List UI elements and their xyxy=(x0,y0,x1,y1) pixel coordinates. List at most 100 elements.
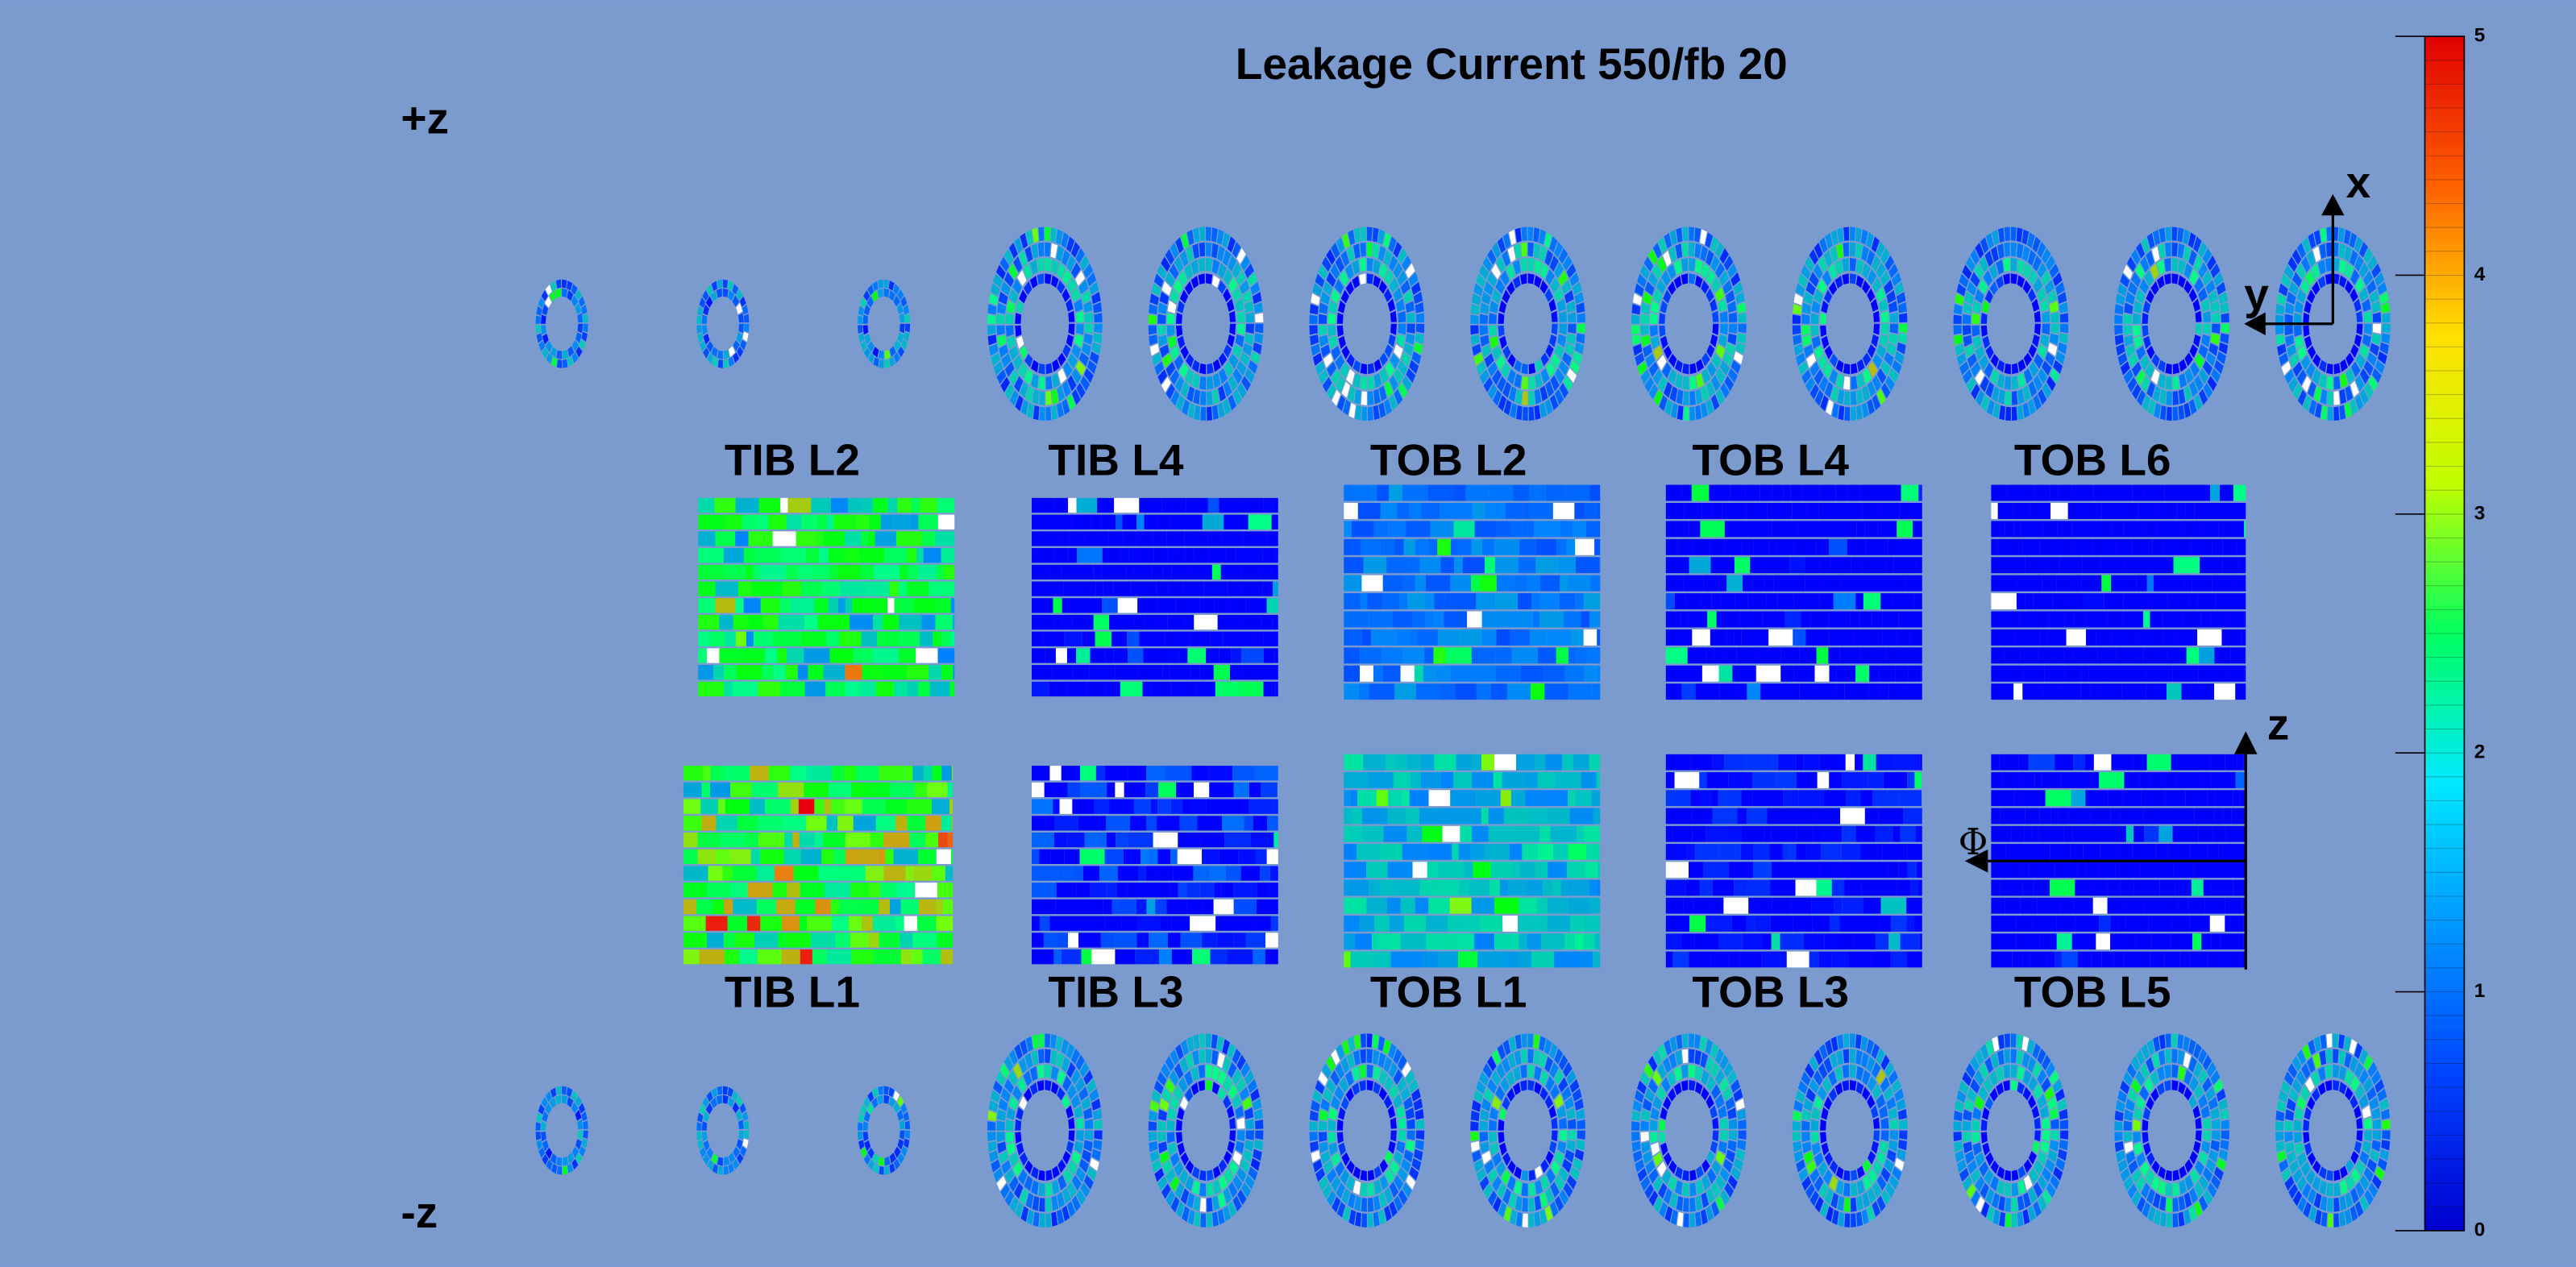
disk-module xyxy=(2158,227,2166,243)
disk-module xyxy=(1661,1076,1671,1093)
disk-module xyxy=(1388,1061,1398,1078)
disk-module xyxy=(1562,1158,1573,1174)
barrel-module xyxy=(700,799,718,814)
barrel-module xyxy=(936,916,954,931)
barrel-module xyxy=(1574,502,1585,519)
barrel-module xyxy=(1039,849,1051,864)
barrel-module xyxy=(1240,581,1263,596)
disk-module xyxy=(878,1086,883,1095)
disk-module xyxy=(1570,1166,1580,1181)
disk-module xyxy=(1673,1082,1682,1095)
disk-module xyxy=(1830,246,1839,263)
barrel-module xyxy=(2090,808,2111,825)
disk-module xyxy=(1633,1150,1643,1163)
barrel-module xyxy=(925,816,941,831)
disk-module xyxy=(1801,1120,1810,1131)
barrel-module xyxy=(844,531,862,546)
barrel-module xyxy=(1105,766,1128,781)
barrel-module xyxy=(719,648,741,663)
barrel-module xyxy=(1427,484,1453,501)
disk-module xyxy=(1327,361,1337,377)
disk-module xyxy=(1227,1043,1236,1060)
disk-module xyxy=(1876,241,1885,258)
disk-module xyxy=(1508,386,1517,402)
disk-module xyxy=(1240,255,1251,271)
disk-module xyxy=(1161,1087,1172,1103)
disk-module xyxy=(727,280,733,291)
disk-module xyxy=(1353,1034,1361,1049)
disk-module xyxy=(1637,273,1647,288)
disk-module xyxy=(1514,227,1522,243)
disk-module xyxy=(1498,300,1507,314)
disk-module xyxy=(1710,1061,1720,1078)
disk-module xyxy=(1544,1056,1553,1073)
barrel-module xyxy=(1162,665,1170,680)
disk-module xyxy=(2034,1160,2044,1176)
disk-module xyxy=(571,1090,578,1102)
barrel-module xyxy=(1078,933,1101,948)
barrel-module xyxy=(1145,866,1157,881)
barrel-module xyxy=(2200,611,2212,628)
disk-module xyxy=(536,305,542,316)
disk-module xyxy=(1559,1167,1568,1183)
disk-module xyxy=(1710,255,1720,272)
barrel-module xyxy=(1162,564,1172,580)
disk-module xyxy=(1669,230,1677,246)
barrel-module xyxy=(1836,683,1845,700)
barrel-module xyxy=(847,497,863,513)
disk-module xyxy=(1510,402,1517,419)
disk-module xyxy=(1879,1105,1888,1119)
disk-module xyxy=(1005,1120,1014,1131)
disk-module xyxy=(1500,270,1510,287)
disk-module xyxy=(1967,1087,1977,1103)
disk-module xyxy=(2146,250,2154,267)
barrel-module xyxy=(683,832,698,848)
barrel-module xyxy=(1171,916,1190,931)
disk-module xyxy=(1312,352,1323,366)
disk-module xyxy=(1689,258,1696,272)
disk-module xyxy=(1309,1121,1318,1131)
disk-module xyxy=(1244,368,1255,384)
barrel-module xyxy=(1099,816,1107,831)
barrel-module xyxy=(1233,933,1246,948)
barrel-module xyxy=(884,548,908,563)
barrel-module xyxy=(2098,683,2122,700)
disk-module xyxy=(1527,1064,1535,1078)
barrel-module xyxy=(2053,772,2061,788)
barrel-module xyxy=(2013,502,2030,519)
barrel-module xyxy=(1438,951,1459,968)
disk-module xyxy=(1631,1132,1640,1142)
disk-module xyxy=(717,1086,722,1095)
disk-module xyxy=(1165,1078,1175,1095)
barrel-module xyxy=(1111,899,1136,915)
barrel-module xyxy=(851,782,866,798)
barrel-module xyxy=(1732,665,1756,682)
barrel-module xyxy=(1167,614,1184,630)
disk-module xyxy=(2134,335,2143,350)
barrel-module xyxy=(880,883,896,898)
disk-module xyxy=(1026,402,1034,419)
barrel-module xyxy=(1229,665,1243,680)
barrel-module xyxy=(2214,647,2231,664)
disk-module xyxy=(866,296,874,308)
disk-module xyxy=(1331,1049,1340,1066)
disk-module xyxy=(1712,1117,1719,1129)
disk-module xyxy=(1219,1159,1228,1174)
disk-module xyxy=(1039,406,1045,422)
disk-module xyxy=(2011,391,2018,405)
barrel-module xyxy=(1044,782,1053,798)
disk-module xyxy=(1689,1033,1695,1048)
barrel-module xyxy=(1724,754,1747,771)
disk-module xyxy=(705,1103,713,1115)
barrel-module xyxy=(1146,899,1156,915)
disk-module xyxy=(1796,1159,1805,1173)
disk-module xyxy=(1245,1119,1254,1129)
disk-module xyxy=(1091,1098,1101,1111)
disk-module xyxy=(1557,334,1567,347)
barrel-module xyxy=(904,916,918,931)
disk-module xyxy=(996,1120,1005,1131)
disk-module xyxy=(1190,260,1199,275)
disk-module xyxy=(2193,236,2202,253)
disk-module xyxy=(1342,1206,1351,1223)
barrel-module xyxy=(1453,521,1475,538)
